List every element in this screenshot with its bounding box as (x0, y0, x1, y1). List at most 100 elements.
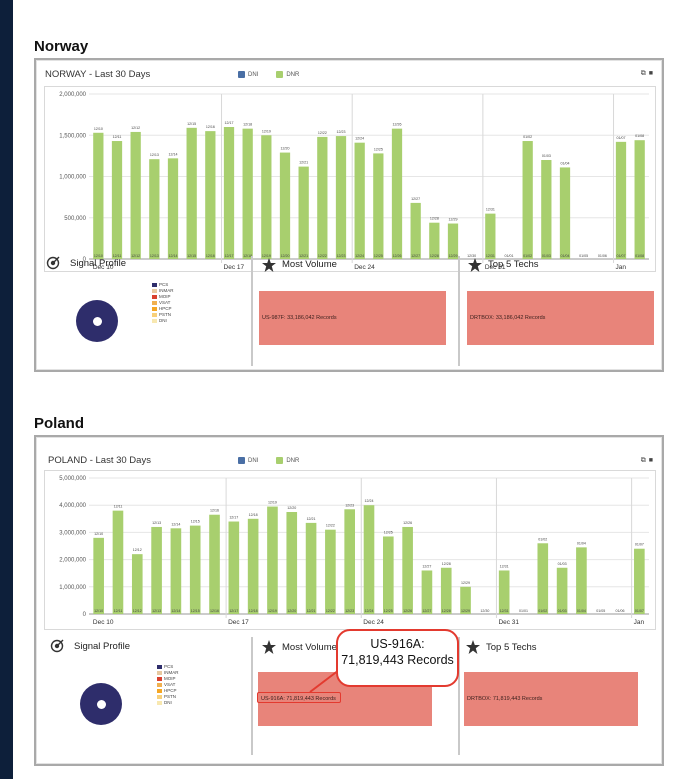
poland-legend: DNI DNR (238, 457, 313, 464)
bar-bottom-label: 12/19 (268, 609, 277, 613)
bar-bottom-label: 12/24 (355, 254, 364, 258)
legend-item-dnr[interactable]: DNR (276, 457, 299, 464)
bar-top-label: 01/02 (538, 537, 547, 541)
signal-icon (46, 256, 60, 270)
norway-chart: 2,000,000 1,500,000 1,000,000 500,000 0 Dec 1… (44, 86, 656, 272)
legend-item[interactable]: HPCP (152, 306, 174, 312)
x-date-label: Jan (616, 264, 627, 271)
legend-item[interactable]: VSAT (157, 682, 179, 688)
star-icon (468, 258, 482, 272)
legend-item-dni[interactable]: DNI (238, 71, 258, 78)
x-date-label: Jan (634, 619, 645, 626)
bar-top-label: 12/28 (442, 562, 451, 566)
norway-top-techs-box[interactable]: DRTBOX: 33,186,042 Records (467, 291, 654, 345)
bar-bottom-label: 01/03 (558, 609, 567, 613)
bar (522, 141, 533, 259)
bar-bottom-label: 01/02 (523, 254, 532, 258)
legend-item[interactable]: DNI (157, 700, 179, 706)
legend-item-dni[interactable]: DNI (238, 457, 258, 464)
bar-top-label: 12/19 (262, 129, 271, 133)
bar-top-label: 12/11 (114, 505, 123, 509)
legend-item[interactable]: MOIP (157, 676, 179, 682)
top-techs-title: Top 5 Techs (486, 642, 537, 653)
bar-top-label: 12/28 (430, 217, 439, 221)
bar-bottom-label: 12/22 (326, 609, 335, 613)
bar-top-label: 01/04 (577, 541, 586, 545)
bar (149, 159, 160, 259)
bar-bottom-label: 01/05 (579, 254, 588, 258)
bar (151, 526, 162, 614)
legend-item[interactable]: VSAT (152, 300, 174, 306)
bar (537, 543, 549, 614)
bar-bottom-label: 01/07 (635, 609, 644, 613)
norway-legend: DNI DNR (238, 71, 313, 78)
bar-bottom-label: 12/24 (365, 609, 374, 613)
bar (247, 518, 259, 614)
top-techs-title: Top 5 Techs (488, 259, 539, 270)
y-tick-label: 5,000,000 (59, 476, 86, 482)
bar-bottom-label: 12/17 (229, 609, 238, 613)
star-icon (262, 258, 276, 272)
menu-icon[interactable]: ■ (648, 457, 656, 464)
legend-item[interactable]: MOIP (152, 294, 174, 300)
bar-bottom-label: 12/11 (114, 609, 123, 613)
bar-top-label: 12/10 (94, 127, 103, 131)
bar-top-label: 12/20 (281, 147, 290, 151)
bar (305, 522, 317, 614)
export-icon[interactable]: ⧉ (640, 70, 649, 77)
legend-item[interactable]: INMAR (152, 288, 174, 294)
bar (429, 222, 440, 259)
export-icon[interactable]: ⧉ (640, 457, 649, 464)
legend-item-dnr[interactable]: DNR (276, 71, 299, 78)
y-tick-label: 1,000,000 (59, 175, 86, 181)
legend-item[interactable]: PCS (152, 282, 174, 288)
bar (440, 567, 452, 614)
bar-top-label: 12/20 (287, 506, 296, 510)
bar-bottom-label: 01/08 (635, 254, 644, 258)
bar (209, 514, 220, 614)
bar-top-label: 12/15 (191, 520, 200, 524)
norway-most-volume-box[interactable]: US-987F: 33,186,042 Records (259, 291, 446, 345)
bar-bottom-label: 12/27 (422, 609, 431, 613)
poland-top-techs-box[interactable]: DRTBOX: 71,819,443 Records (464, 672, 638, 726)
bar-top-label: 01/08 (635, 134, 644, 138)
legend-item[interactable]: PSTN (157, 694, 179, 700)
top-techs-value: DRTBOX: 71,819,443 Records (467, 696, 543, 702)
bar-bottom-label: 12/21 (307, 609, 316, 613)
bar-top-label: 01/07 (635, 543, 644, 547)
bar (559, 167, 571, 259)
bar-top-label: 01/03 (558, 562, 567, 566)
legend-item[interactable]: PCS (157, 664, 179, 670)
bar-top-label: 12/27 (422, 564, 431, 568)
bar (344, 509, 355, 614)
divider (251, 256, 253, 366)
bar-top-label: 12/24 (355, 137, 364, 141)
legend-item[interactable]: DNI (152, 318, 174, 324)
bar-top-label: 01/04 (561, 161, 570, 165)
star-icon (466, 640, 480, 654)
bar-top-label: 12/25 (384, 530, 393, 534)
bar (112, 510, 124, 614)
bar (615, 141, 627, 259)
bar-top-label: 12/26 (393, 123, 402, 127)
y-tick-label: 1,500,000 (59, 133, 86, 139)
poland-callout: US-916A: 71,819,443 Records (336, 629, 459, 687)
legend-item[interactable]: PSTN (152, 312, 174, 318)
bar (447, 223, 459, 259)
bar-top-label: 12/29 (449, 218, 458, 222)
bar (130, 131, 141, 259)
menu-icon[interactable]: ■ (648, 70, 656, 77)
bar (205, 131, 216, 259)
y-tick-label: 500,000 (64, 216, 86, 222)
legend-item[interactable]: INMAR (157, 670, 179, 676)
bar-bottom-label: 01/03 (542, 254, 551, 258)
bar (325, 529, 336, 614)
poland-chart-svg: 5,000,000 4,000,000 3,000,000 2,000,000 1,00… (59, 476, 649, 626)
legend-item[interactable]: HPCP (157, 688, 179, 694)
bar (402, 526, 413, 614)
bar-top-label: 12/21 (299, 161, 308, 165)
most-volume-title: Most Volume (282, 642, 337, 653)
bar-top-label: 12/19 (268, 501, 277, 505)
bar (93, 537, 104, 614)
bar (228, 521, 240, 614)
